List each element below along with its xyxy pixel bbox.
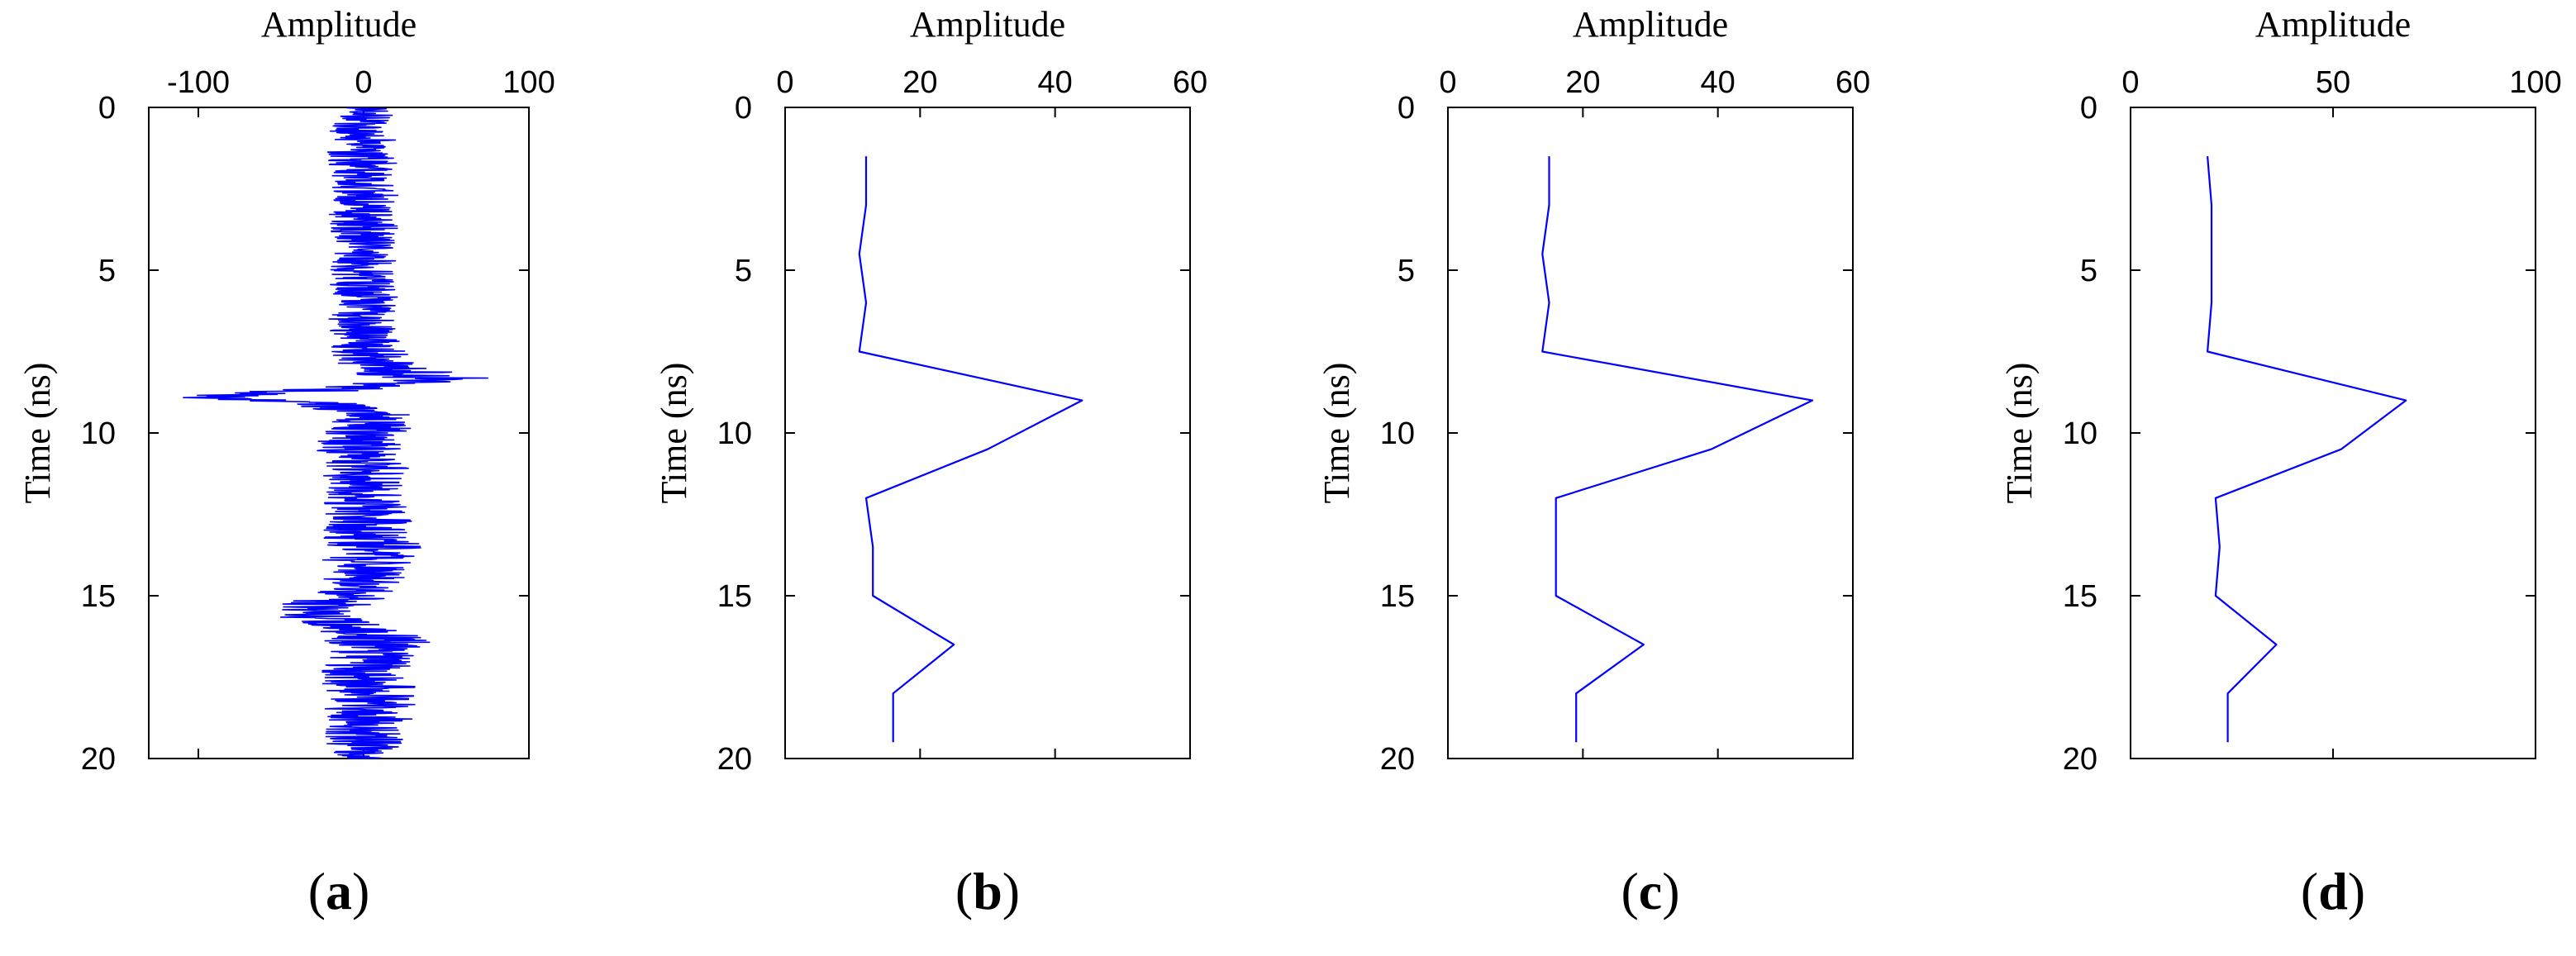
- y-tick-label: 0: [735, 91, 752, 126]
- y-tick-label: 10: [2063, 416, 2097, 451]
- x-tick-label: 0: [2121, 65, 2139, 100]
- panel-label: (a): [308, 862, 370, 920]
- y-tick-label: 5: [735, 254, 752, 288]
- x-tick-label: 20: [1565, 65, 1600, 100]
- panel-label-letter: c: [1639, 862, 1662, 920]
- x-tick-label: 40: [1038, 65, 1073, 100]
- panel-label-open-paren: (: [2301, 862, 2318, 920]
- panel-label-close-paren: ): [1662, 862, 1679, 920]
- plot-frame: [2130, 107, 2536, 759]
- panel-label-open-paren: (: [1621, 862, 1638, 920]
- panel-label-close-paren: ): [2348, 862, 2365, 920]
- x-tick-label: 0: [1439, 65, 1456, 100]
- x-tick-label: 100: [502, 65, 555, 100]
- y-tick-label: 15: [1380, 579, 1415, 614]
- y-tick-label: 20: [81, 742, 116, 777]
- y-tick-label: 0: [2080, 91, 2097, 126]
- chart-panel-a: -100 0 100 0 5 10 15 20 Amplitude Time (ns) (a): [17, 4, 555, 920]
- x-tick-label: 40: [1701, 65, 1736, 100]
- series-line-filtered: [858, 156, 1083, 743]
- y-tick-label: 0: [98, 91, 116, 126]
- y-tick-label: 10: [1380, 416, 1415, 451]
- panel-label-close-paren: ): [352, 862, 369, 920]
- x-tick-label: 100: [2509, 65, 2561, 100]
- panel-label: (b): [955, 862, 1020, 920]
- y-tick-label: 20: [717, 742, 752, 777]
- series-line-filtered: [1541, 156, 1814, 743]
- x-tick-label: 20: [902, 65, 937, 100]
- panel-label-open-paren: (: [955, 862, 973, 920]
- y-tick-label: 15: [717, 579, 752, 614]
- panel-label-letter: d: [2318, 862, 2348, 920]
- panel-label-close-paren: ): [1002, 862, 1020, 920]
- y-axis-title: Time (ns): [17, 363, 58, 504]
- y-tick-label: 0: [1398, 91, 1415, 126]
- x-tick-label: -100: [167, 65, 230, 100]
- y-tick-label: 20: [1380, 742, 1415, 777]
- plot-frame: [784, 107, 1191, 759]
- y-tick-label: 10: [717, 416, 752, 451]
- x-tick-label: 50: [2316, 65, 2350, 100]
- y-tick-label: 5: [1398, 254, 1415, 288]
- x-tick-label: 0: [355, 65, 372, 100]
- series-line-raw: [183, 107, 489, 759]
- plot-frame: [1447, 107, 1854, 759]
- chart-panel-c: 0 20 40 60 0 5 10 15 20 Amplitude Time (ns) (c): [1317, 4, 1870, 920]
- y-tick-label: 15: [81, 579, 116, 614]
- x-tick-label: 60: [1173, 65, 1207, 100]
- chart-panel-b: 0 20 40 60 0 5 10 15 20 Amplitude Time (ns) (b): [654, 4, 1207, 920]
- panel-label-open-paren: (: [308, 862, 326, 920]
- panel-label: (c): [1621, 862, 1679, 920]
- series-line-filtered: [2207, 156, 2407, 743]
- panel-label-letter: b: [973, 862, 1002, 920]
- y-tick-label: 20: [2063, 742, 2097, 777]
- x-axis-title: Amplitude: [910, 4, 1065, 45]
- x-axis-title: Amplitude: [1573, 4, 1728, 45]
- x-axis-title: Amplitude: [261, 4, 417, 45]
- panel-label-letter: a: [326, 862, 352, 920]
- y-tick-label: 5: [2080, 254, 2097, 288]
- x-tick-label: 0: [776, 65, 793, 100]
- x-tick-label: 60: [1836, 65, 1870, 100]
- x-axis-title: Amplitude: [2255, 4, 2411, 45]
- y-tick-label: 15: [2063, 579, 2097, 614]
- y-tick-label: 10: [81, 416, 116, 451]
- y-axis-title: Time (ns): [1999, 363, 2040, 504]
- y-axis-title: Time (ns): [654, 363, 694, 504]
- chart-panel-d: 0 50 100 0 5 10 15 20 Amplitude Time (ns) (d): [1999, 4, 2562, 920]
- y-tick-label: 5: [98, 254, 116, 288]
- panel-label: (d): [2301, 862, 2365, 920]
- y-axis-title: Time (ns): [1317, 363, 1357, 504]
